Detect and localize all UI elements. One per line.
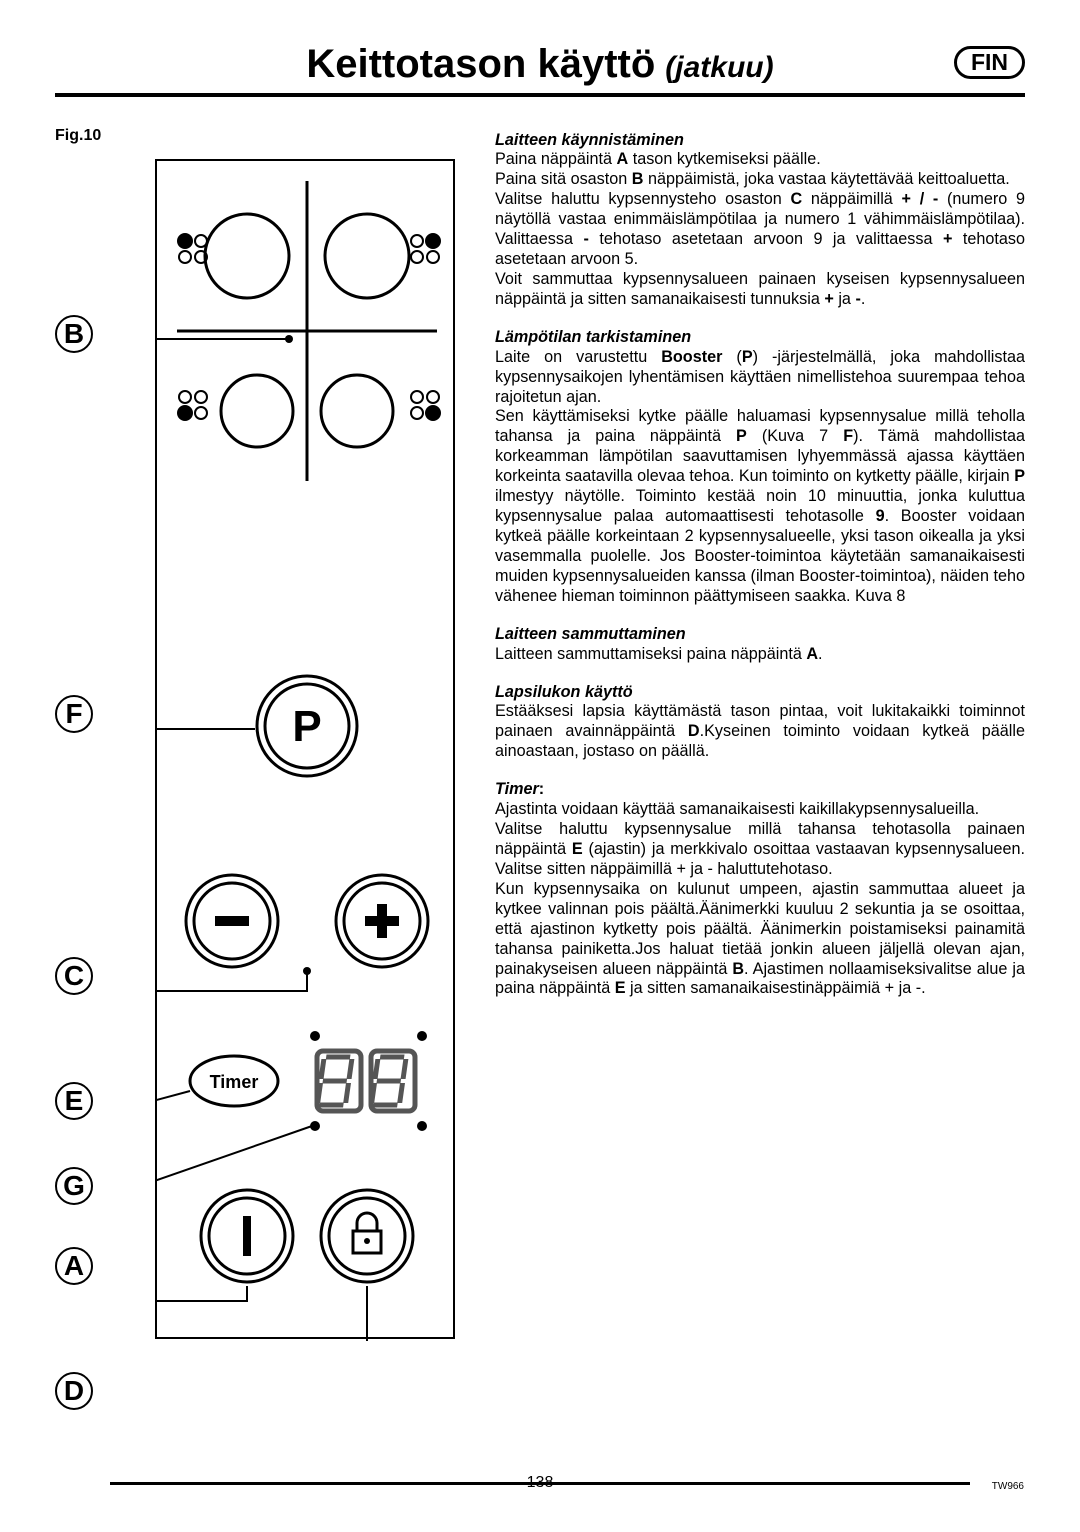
page-subtitle: (jatkuu) (665, 51, 773, 85)
heading-childlock: Lapsilukon käyttö (495, 683, 1025, 703)
p-s5-1: Ajastinta voidaan käyttää samanaikaisest… (495, 800, 1025, 820)
p-s1-2: Paina sitä osaston B näppäimistä, joka v… (495, 170, 1025, 190)
p-s1-1: Paina näppäintä A tason kytkemiseksi pää… (495, 150, 1025, 170)
label-E: E (55, 1082, 93, 1120)
label-D: D (55, 1372, 93, 1410)
header-rule (55, 93, 1025, 97)
p-s2-2: Sen käyttämiseksi kytke päälle haluamasi… (495, 407, 1025, 606)
heading-temp: Lämpötilan tarkistaminen (495, 328, 1025, 348)
doc-code: TW966 (992, 1481, 1024, 1492)
heading-start: Laitteen käynnistäminen (495, 131, 1025, 151)
page-title: Keittotason käyttö (306, 42, 655, 87)
language-badge: FIN (954, 46, 1025, 79)
p-s5-2: Valitse haluttu kypsennysalue millä taha… (495, 820, 1025, 880)
p-s1-3: Valitse haluttu kypsennysteho osaston C … (495, 190, 1025, 270)
figure-label: Fig.10 (55, 127, 465, 145)
p-s3: Laitteen sammuttamiseksi paina näppäintä… (495, 645, 1025, 665)
label-G: G (55, 1167, 93, 1205)
heading-timer: Timer: (495, 780, 1025, 800)
label-C: C (55, 957, 93, 995)
p-s2-1: Laite on varustettu Booster (P) -järjest… (495, 348, 1025, 408)
label-A: A (55, 1247, 93, 1285)
svg-text:Timer: Timer (210, 1072, 259, 1092)
p-s4: Estääksesi lapsia käyttämästä tason pint… (495, 702, 1025, 762)
control-panel-diagram: P Timer (155, 159, 455, 1339)
heading-off: Laitteen sammuttaminen (495, 625, 1025, 645)
p-s5-3: Kun kypsennysaika on kulunut umpeen, aja… (495, 880, 1025, 1000)
label-B: B (55, 315, 93, 353)
p-s1-4: Voit sammuttaa kypsennysalueen painaen k… (495, 270, 1025, 310)
page-number: - 138 - (0, 1474, 1080, 1492)
label-F: F (55, 695, 93, 733)
svg-text:P: P (292, 702, 321, 751)
